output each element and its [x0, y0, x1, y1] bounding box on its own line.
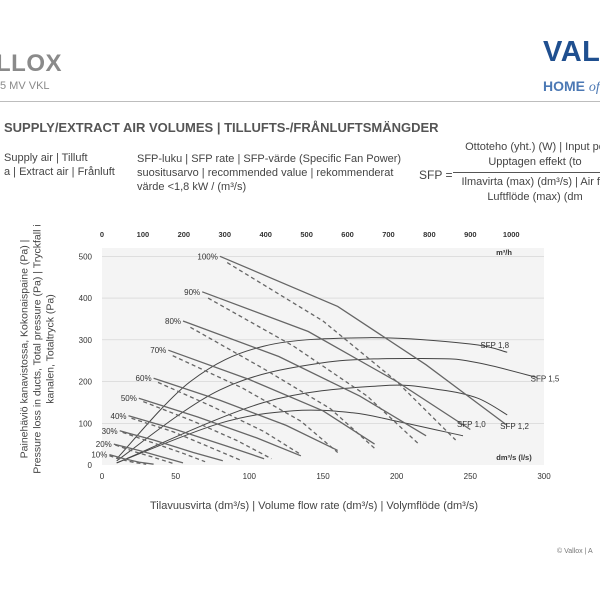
- fan-speed-label: 30%: [102, 427, 118, 436]
- x-top-tick-label: 300: [219, 230, 232, 239]
- brand-tagline-italic: of: [588, 80, 600, 95]
- sfp-curve: [116, 337, 508, 460]
- fan-speed-label: 10%: [91, 451, 107, 460]
- y-tick-label: 300: [79, 336, 93, 345]
- x-bottom-unit-label: dm³/s (l/s): [496, 453, 532, 462]
- extract-curve: [157, 381, 302, 456]
- x-bottom-tick-label: 250: [464, 472, 478, 481]
- legend-extract: a | Extract air | Frånluft: [4, 166, 115, 178]
- sfp-desc-line1: SFP-luku | SFP rate | SFP-värde (Specifi…: [137, 153, 402, 165]
- extract-curve: [190, 326, 376, 449]
- fan-speed-label: 90%: [184, 288, 200, 297]
- x-bottom-tick-label: 50: [171, 472, 180, 481]
- formula-fraction-bar: [453, 172, 600, 173]
- section-title: SUPPLY/EXTRACT AIR VOLUMES | TILLUFTS-/F…: [4, 120, 439, 135]
- sfp-curve: [116, 358, 537, 462]
- x-top-tick-label: 800: [423, 230, 436, 239]
- formula-numerator: Ottoteho (yht.) (W) | Input po Upptagen …: [455, 140, 600, 170]
- extract-curve: [109, 455, 147, 465]
- x-bottom-tick-label: 200: [390, 472, 404, 481]
- supply-curve: [113, 443, 184, 464]
- sfp-curve-label: SFP 1,0: [457, 420, 486, 429]
- x-top-tick-label: 100: [137, 230, 150, 239]
- extract-curve: [226, 262, 457, 441]
- x-bottom-tick-label: 100: [243, 472, 257, 481]
- sfp-curve-label: SFP 1,2: [500, 422, 529, 431]
- x-top-tick-label: 400: [259, 230, 272, 239]
- supply-curve: [168, 349, 375, 445]
- y-tick-label: 500: [79, 252, 93, 261]
- formula-denominator: Ilmavirta (max) (dm³/s) | Air flo Luftfl…: [455, 175, 600, 205]
- plot-area: [102, 248, 544, 465]
- sfp-desc-line3: värde <1,8 kW / (m³/s): [137, 181, 247, 193]
- fan-speed-label: 60%: [136, 374, 152, 383]
- formula-label: SFP =: [419, 168, 453, 182]
- fan-speed-label: 70%: [150, 346, 166, 355]
- x-top-tick-label: 200: [178, 230, 191, 239]
- fan-speed-label: 50%: [121, 394, 137, 403]
- fan-speed-label: 40%: [111, 412, 127, 421]
- supply-curve: [219, 255, 508, 426]
- supply-curve: [119, 430, 223, 462]
- extract-curve: [172, 355, 339, 453]
- supply-curve: [201, 291, 471, 431]
- formula-den-1: Ilmavirta (max) (dm³/s) | Air flo: [461, 176, 600, 188]
- y-tick-label: 200: [79, 378, 93, 387]
- x-bottom-tick-label: 150: [316, 472, 330, 481]
- extract-curve: [207, 297, 420, 445]
- sfp-curve-label: SFP 1,8: [480, 341, 509, 350]
- y-tick-label: 100: [79, 419, 93, 428]
- x-top-tick-label: 700: [382, 230, 395, 239]
- header-divider: [0, 101, 600, 102]
- x-bottom-tick-label: 300: [537, 472, 551, 481]
- sfp-description: SFP-luku | SFP rate | SFP-värde (Specifi…: [137, 152, 401, 194]
- legend-supply: Supply air | Tilluft: [4, 152, 88, 164]
- extract-curve: [143, 400, 272, 460]
- extract-curve: [131, 417, 243, 462]
- fan-speed-label: 20%: [96, 440, 112, 449]
- x-top-tick-label: 900: [464, 230, 477, 239]
- x-top-tick-label: 600: [341, 230, 354, 239]
- brand-logo-left: LLOX: [0, 50, 62, 77]
- x-top-tick-label: 500: [300, 230, 313, 239]
- sfp-curve: [116, 409, 464, 464]
- formula-den-2: Luftflöde (max) (dm: [487, 191, 583, 203]
- x-top-unit-label: m³/h: [496, 248, 512, 257]
- x-top-tick-label: 0: [100, 230, 104, 239]
- supply-curve: [138, 397, 302, 457]
- extract-curve: [115, 444, 173, 464]
- y-axis-label: Painehäviö kanavistossa, Kokonaispaine (…: [18, 224, 57, 474]
- copyright: © Vallox | A: [557, 548, 593, 555]
- fan-speed-label: 100%: [197, 252, 217, 261]
- y-tick-label: 0: [88, 461, 93, 470]
- supply-curve: [128, 415, 265, 460]
- brand-tagline-main: HOME: [543, 78, 585, 94]
- supply-curve: [109, 453, 154, 465]
- x-top-tick-label: 1000: [503, 230, 520, 239]
- x-axis-label: Tilavuusvirta (dm³/s) | Volume flow rate…: [150, 500, 479, 512]
- sfp-desc-line2: suositusarvo | recommended value | rekom…: [137, 167, 394, 179]
- supply-curve: [153, 377, 338, 451]
- supply-curve: [182, 320, 427, 437]
- formula-num-1: Ottoteho (yht.) (W) | Input po: [465, 141, 600, 153]
- brand-tagline: HOME of: [543, 78, 600, 96]
- extract-curve: [122, 431, 206, 463]
- fan-speed-label: 80%: [165, 317, 181, 326]
- y-tick-label: 400: [79, 294, 93, 303]
- sfp-curve-label: SFP 1,5: [531, 374, 560, 383]
- brand-logo-right: VALL: [543, 36, 600, 68]
- formula-num-2: Upptagen effekt (to: [488, 156, 582, 168]
- model-name: 5 MV VKL: [0, 80, 50, 92]
- x-bottom-tick-label: 0: [100, 472, 105, 481]
